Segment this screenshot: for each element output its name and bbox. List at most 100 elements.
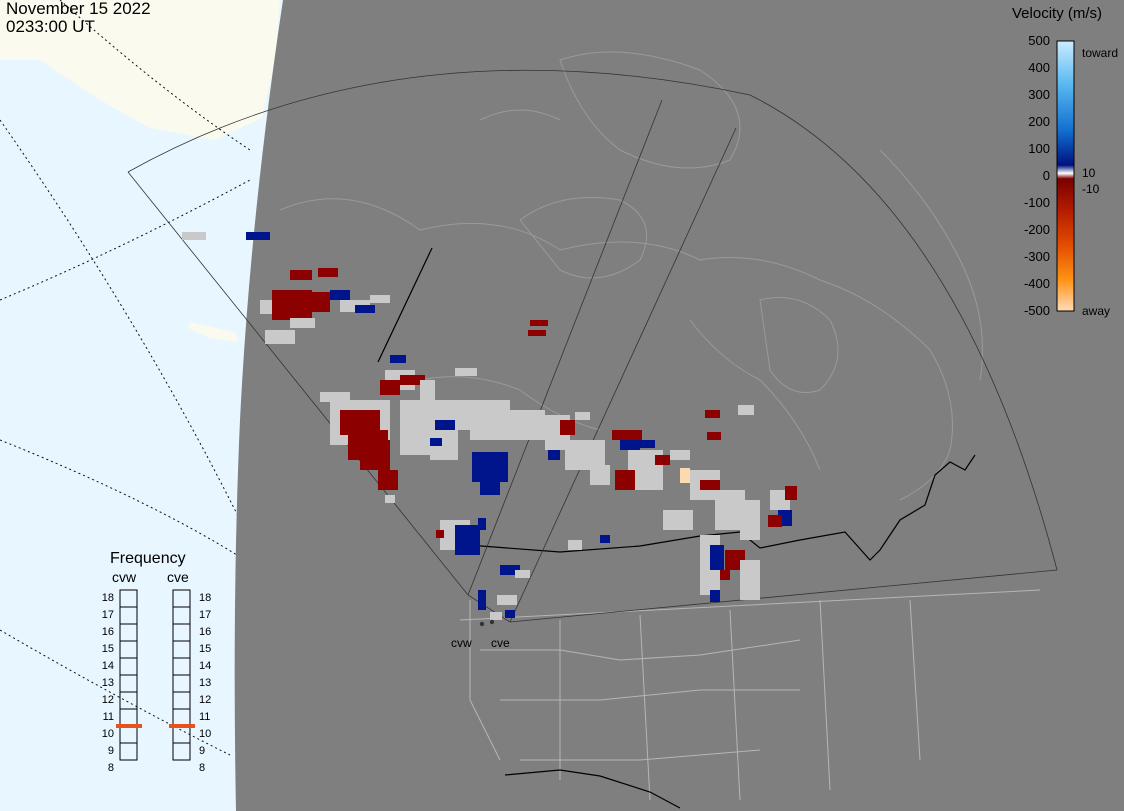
radar-gate-cell bbox=[740, 560, 760, 600]
radar-gate-cell bbox=[182, 232, 206, 240]
radar-gate-cell bbox=[528, 330, 546, 336]
radar-gate-cell bbox=[360, 440, 390, 470]
radar-gate-cell bbox=[378, 470, 398, 490]
radar-gates bbox=[182, 232, 797, 620]
frequency-level-label: 18 bbox=[199, 592, 212, 604]
velocity-tick-label: -300 bbox=[1023, 249, 1050, 264]
frequency-level-label: 8 bbox=[199, 762, 206, 774]
frequency-level-label: 11 bbox=[102, 711, 114, 723]
cve-column-label: cve bbox=[167, 569, 189, 585]
date-time: November 15 2022 0233:00 UT bbox=[6, 0, 151, 36]
radar-gate-cell bbox=[710, 545, 724, 570]
station-cvw: cvw bbox=[451, 636, 472, 650]
radar-gate-cell bbox=[620, 440, 640, 450]
velocity-note-10: 10 bbox=[1082, 166, 1096, 180]
radar-gate-cell bbox=[655, 455, 670, 465]
radar-gate-cell bbox=[246, 232, 270, 240]
radar-gate-cell bbox=[436, 530, 444, 538]
time-text: 0233:00 UT bbox=[6, 17, 95, 36]
frequency-level-label: 13 bbox=[199, 677, 212, 689]
frequency-level-label: 14 bbox=[199, 660, 212, 672]
date-text: November 15 2022 bbox=[6, 0, 151, 18]
night-shade bbox=[234, 0, 1124, 811]
radar-gate-cell bbox=[505, 610, 515, 618]
radar-gate-cell bbox=[472, 452, 508, 482]
radar-gate-cell bbox=[500, 565, 520, 575]
radar-gate-cell bbox=[515, 570, 530, 578]
radar-gate-cell bbox=[435, 420, 455, 430]
us-canada-border bbox=[467, 454, 976, 561]
cve-station-marker bbox=[489, 619, 495, 625]
frequency-level-label: 12 bbox=[199, 694, 212, 706]
radar-gate-cell bbox=[785, 486, 797, 500]
radar-gate-cell bbox=[265, 330, 295, 344]
frequency-level-label: 14 bbox=[101, 660, 114, 672]
velocity-note-neg10: -10 bbox=[1082, 182, 1100, 196]
radar-gate-cell bbox=[390, 355, 406, 363]
frequency-level-label: 15 bbox=[101, 643, 114, 655]
radar-gate-cell bbox=[430, 438, 442, 446]
radar-gate-cell bbox=[615, 470, 635, 490]
aleutian-land bbox=[188, 322, 238, 342]
radar-gate-cell bbox=[400, 375, 425, 385]
station-cve: cve bbox=[491, 636, 510, 650]
velocity-tick-label: 300 bbox=[1028, 87, 1050, 102]
radar-gate-cell bbox=[700, 480, 720, 490]
graticule bbox=[0, 0, 251, 756]
state-borders bbox=[459, 589, 1041, 801]
radar-gate-cell bbox=[355, 305, 375, 313]
velocity-tick-label: 0 bbox=[1042, 168, 1050, 183]
radar-gate-cell bbox=[480, 480, 500, 495]
frequency-level-label: 16 bbox=[199, 626, 212, 638]
frequency-level-label: 10 bbox=[199, 728, 212, 740]
radar-gate-cell bbox=[707, 432, 721, 440]
frequency-level-label: 8 bbox=[107, 762, 114, 774]
radar-gate-cell bbox=[590, 465, 610, 485]
radar-gate-cell bbox=[300, 292, 330, 312]
radar-gate-cell bbox=[455, 525, 480, 555]
velocity-tick-label: -500 bbox=[1023, 303, 1050, 318]
alaska-land bbox=[0, 0, 280, 140]
mexico-border bbox=[504, 769, 681, 809]
cvw-frequency-indicator bbox=[116, 724, 142, 728]
radar-gate-cell bbox=[478, 590, 486, 610]
frequency-level-label: 10 bbox=[101, 728, 114, 740]
radar-gate-cell bbox=[497, 595, 517, 605]
radar-fov bbox=[127, 69, 1058, 623]
radar-gate-cell bbox=[740, 500, 760, 540]
radar-gate-cell bbox=[710, 590, 720, 602]
radar-gate-cell bbox=[290, 318, 315, 328]
radar-gate-cell bbox=[530, 320, 548, 326]
frequency-level-label: 15 bbox=[199, 643, 212, 655]
frequency-level-label: 9 bbox=[107, 745, 114, 757]
radar-gate-cell bbox=[720, 570, 730, 580]
velocity-tick-label: -100 bbox=[1023, 195, 1050, 210]
radar-gate-cell bbox=[318, 268, 338, 277]
frequency-level-label: 12 bbox=[101, 694, 114, 706]
velocity-colorbar bbox=[1056, 40, 1075, 312]
boundary-line bbox=[377, 247, 433, 363]
radar-gate-cell bbox=[490, 612, 502, 620]
velocity-tick-label: -200 bbox=[1023, 222, 1050, 237]
toward-label: toward bbox=[1082, 46, 1119, 60]
radar-gate-cell bbox=[738, 405, 754, 415]
radar-gate-cell bbox=[560, 420, 575, 435]
frequency-level-label: 13 bbox=[101, 677, 114, 689]
radar-gate-cell bbox=[705, 410, 720, 418]
frequency-level-label: 17 bbox=[199, 609, 212, 621]
radar-gate-cell bbox=[640, 440, 655, 448]
cvw-column-label: cvw bbox=[112, 569, 137, 585]
radar-gate-cell bbox=[455, 368, 477, 376]
velocity-legend-title: Velocity (m/s) bbox=[1012, 5, 1103, 22]
radar-gate-cell bbox=[600, 535, 610, 543]
radar-gate-cell bbox=[370, 295, 390, 303]
radar-gate-cell bbox=[548, 450, 560, 460]
frequency-level-label: 9 bbox=[199, 745, 206, 757]
radar-gate-cell bbox=[768, 515, 782, 527]
away-label: away bbox=[1082, 304, 1111, 318]
cvw-station-marker bbox=[479, 621, 485, 627]
frequency-level-label: 16 bbox=[101, 626, 114, 638]
radar-gate-cell bbox=[670, 450, 690, 460]
radar-gate-cell bbox=[470, 400, 510, 440]
